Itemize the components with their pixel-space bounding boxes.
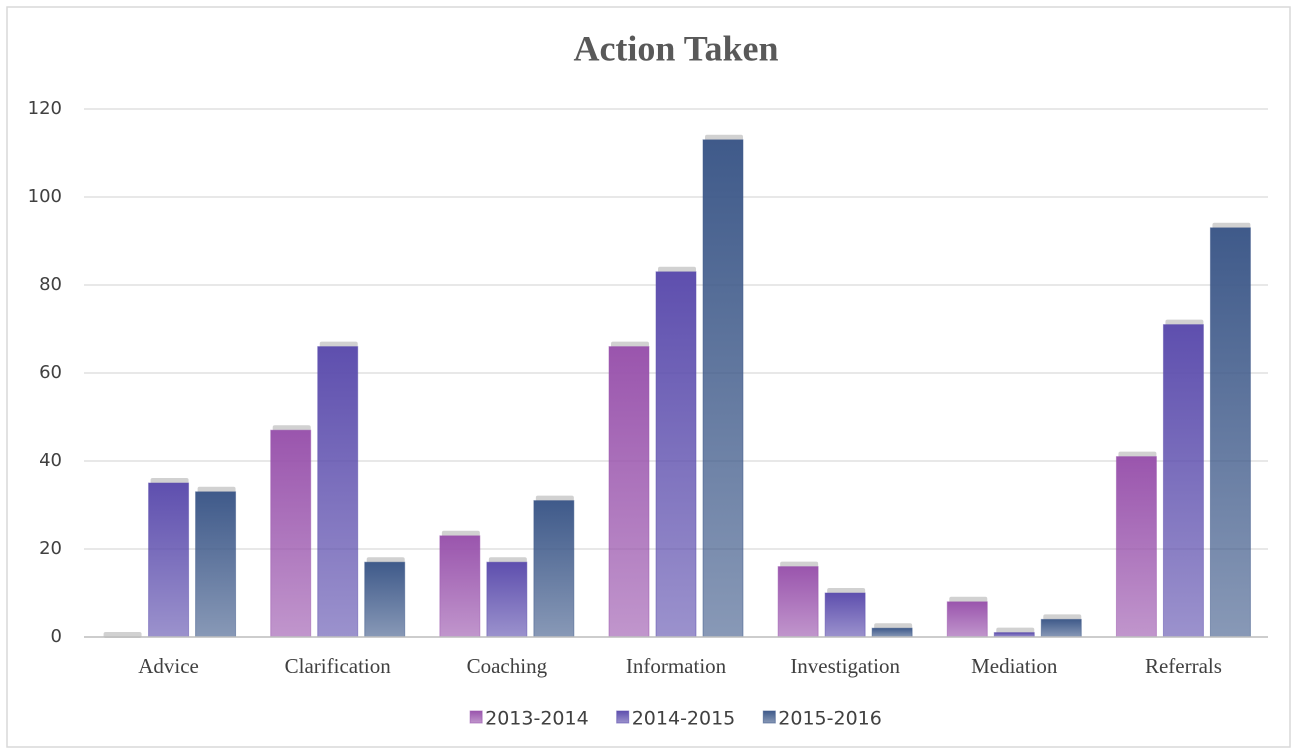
bar	[702, 139, 744, 638]
bar-shadow	[705, 134, 743, 141]
bar	[270, 429, 312, 638]
bar	[1162, 324, 1204, 638]
y-tick-label: 40	[39, 450, 62, 471]
bar	[533, 500, 575, 638]
legend: 2013-2014 2014-2015 2015-2016	[469, 708, 882, 730]
chart-title: Action Taken	[573, 28, 778, 68]
bar	[777, 566, 819, 638]
legend-label: 2014-2015	[632, 708, 736, 730]
bar	[655, 271, 697, 638]
bar	[871, 627, 913, 638]
x-tick-label: Information	[626, 654, 727, 678]
y-tick-label: 80	[39, 274, 62, 295]
x-tick-label: Referrals	[1145, 654, 1222, 678]
x-tick-label: Coaching	[467, 654, 548, 678]
legend-label: 2015-2016	[778, 708, 882, 730]
x-tick-label: Advice	[138, 654, 199, 678]
bar	[824, 592, 866, 638]
legend-swatch	[762, 710, 776, 724]
bar-shadow	[780, 561, 819, 568]
bar	[608, 346, 650, 638]
y-tick-label: 0	[51, 626, 62, 647]
bar	[364, 561, 406, 638]
bar-shadow	[488, 557, 527, 564]
bar	[195, 491, 237, 638]
legend-swatch	[469, 710, 483, 724]
y-tick-label: 60	[39, 362, 62, 383]
bar-shadow	[1212, 222, 1251, 229]
bar	[486, 561, 528, 638]
bar	[946, 601, 988, 638]
bar	[148, 482, 190, 638]
y-tick-label: 100	[28, 186, 62, 207]
bar	[439, 535, 481, 638]
legend-label: 2013-2014	[485, 708, 589, 730]
bar	[317, 346, 359, 638]
legend-swatch	[616, 710, 630, 724]
bar-shadow	[874, 623, 913, 630]
bar-shadow	[272, 425, 311, 432]
y-tick-label: 120	[28, 98, 62, 119]
bar-shadow	[366, 557, 405, 564]
bar	[1040, 618, 1082, 638]
x-tick-label: Investigation	[790, 654, 900, 678]
bar-shadow	[996, 627, 1035, 634]
x-tick-label: Clarification	[285, 654, 392, 678]
y-tick-label: 20	[39, 538, 62, 559]
bar	[1209, 227, 1251, 638]
x-tick-label: Mediation	[971, 654, 1058, 678]
bar	[1115, 456, 1157, 638]
